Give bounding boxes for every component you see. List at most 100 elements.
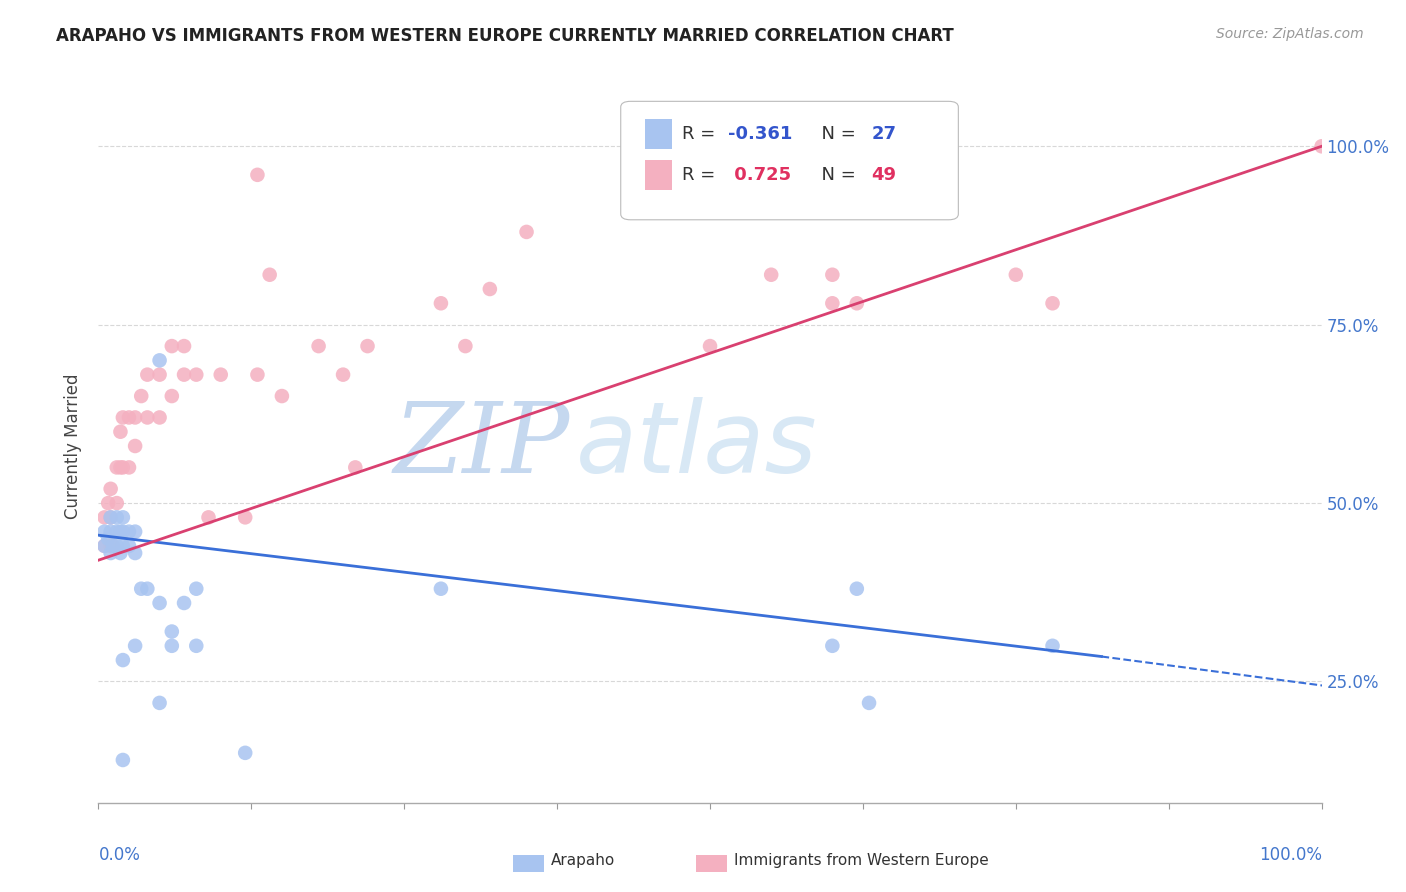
Point	[821, 639, 844, 653]
Point	[93, 524, 115, 539]
Point	[105, 510, 128, 524]
Point	[149, 353, 172, 368]
Point	[100, 546, 122, 560]
Point	[105, 539, 128, 553]
Point	[160, 624, 183, 639]
Point	[110, 546, 132, 560]
Point	[1004, 268, 1026, 282]
Point	[110, 460, 132, 475]
Point	[124, 439, 146, 453]
Point	[160, 639, 183, 653]
Point	[118, 539, 141, 553]
FancyBboxPatch shape	[645, 160, 672, 190]
Point	[186, 368, 208, 382]
Point	[149, 596, 172, 610]
Point	[111, 753, 134, 767]
Text: N =: N =	[810, 166, 862, 184]
Text: -0.361: -0.361	[728, 125, 793, 143]
Point	[105, 524, 128, 539]
Text: Source: ZipAtlas.com: Source: ZipAtlas.com	[1216, 27, 1364, 41]
Point	[136, 582, 159, 596]
Text: R =: R =	[682, 166, 721, 184]
Point	[186, 639, 208, 653]
Point	[100, 510, 122, 524]
Point	[93, 510, 115, 524]
Point	[515, 225, 537, 239]
Point	[93, 539, 115, 553]
FancyBboxPatch shape	[620, 102, 959, 219]
Point	[136, 368, 159, 382]
Point	[233, 510, 256, 524]
Text: 27: 27	[872, 125, 897, 143]
Text: 49: 49	[872, 166, 897, 184]
Point	[478, 282, 501, 296]
Point	[160, 339, 183, 353]
Point	[186, 582, 208, 596]
Text: atlas: atlas	[575, 398, 817, 494]
Point	[100, 524, 122, 539]
Point	[356, 339, 378, 353]
Point	[858, 696, 880, 710]
Point	[100, 539, 122, 553]
Point	[111, 410, 134, 425]
Point	[124, 546, 146, 560]
Point	[149, 368, 172, 382]
Point	[845, 296, 868, 310]
Text: Arapaho: Arapaho	[551, 854, 616, 868]
Point	[129, 582, 152, 596]
Point	[430, 296, 453, 310]
Point	[699, 339, 721, 353]
Y-axis label: Currently Married: Currently Married	[65, 373, 83, 519]
Point	[111, 460, 134, 475]
Point	[845, 582, 868, 596]
Text: N =: N =	[810, 125, 862, 143]
Point	[100, 510, 122, 524]
Point	[344, 460, 367, 475]
Text: 0.0%: 0.0%	[98, 846, 141, 863]
Point	[110, 425, 132, 439]
Text: 100.0%: 100.0%	[1258, 846, 1322, 863]
Point	[761, 268, 783, 282]
Point	[233, 746, 256, 760]
Point	[197, 510, 219, 524]
Point	[1042, 296, 1064, 310]
Point	[118, 524, 141, 539]
Point	[149, 410, 172, 425]
Point	[97, 496, 120, 510]
Text: R =: R =	[682, 125, 721, 143]
Point	[118, 460, 141, 475]
Point	[1310, 139, 1333, 153]
Point	[246, 368, 269, 382]
Point	[105, 460, 128, 475]
Point	[124, 639, 146, 653]
Point	[100, 482, 122, 496]
Point	[270, 389, 294, 403]
Text: 0.725: 0.725	[728, 166, 792, 184]
Point	[246, 168, 269, 182]
Point	[160, 389, 183, 403]
Point	[101, 539, 124, 553]
Point	[173, 368, 195, 382]
Point	[111, 653, 134, 667]
Point	[129, 389, 152, 403]
Point	[821, 268, 844, 282]
Point	[118, 410, 141, 425]
Point	[93, 539, 115, 553]
Point	[821, 296, 844, 310]
Point	[105, 496, 128, 510]
Point	[110, 524, 132, 539]
Text: ARAPAHO VS IMMIGRANTS FROM WESTERN EUROPE CURRENTLY MARRIED CORRELATION CHART: ARAPAHO VS IMMIGRANTS FROM WESTERN EUROP…	[56, 27, 955, 45]
Point	[124, 410, 146, 425]
FancyBboxPatch shape	[645, 120, 672, 149]
Point	[209, 368, 232, 382]
Point	[97, 532, 120, 546]
Text: Immigrants from Western Europe: Immigrants from Western Europe	[734, 854, 988, 868]
Point	[124, 524, 146, 539]
Point	[308, 339, 330, 353]
Text: ZIP: ZIP	[394, 399, 569, 493]
Point	[111, 524, 134, 539]
Point	[173, 596, 195, 610]
Point	[111, 510, 134, 524]
Point	[111, 539, 134, 553]
Point	[1042, 639, 1064, 653]
